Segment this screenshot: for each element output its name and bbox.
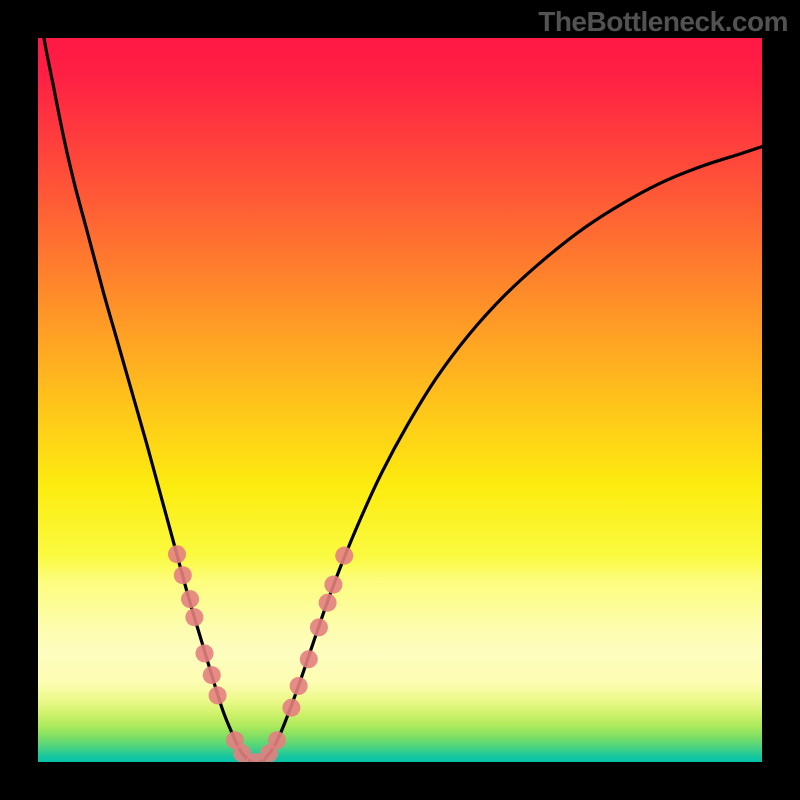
watermark-text: TheBottleneck.com [538,6,788,38]
chart-svg [38,38,762,762]
chart-frame: TheBottleneck.com [0,0,800,800]
marker-point [310,618,328,636]
marker-point [168,545,186,563]
marker-point [181,590,199,608]
marker-point [268,731,286,749]
marker-point [203,666,221,684]
marker-point [324,576,342,594]
plot-area [38,38,762,762]
marker-point [319,594,337,612]
marker-point [300,650,318,668]
gradient-background [38,38,762,762]
marker-point [196,644,214,662]
marker-point [174,566,192,584]
marker-point [335,547,353,565]
marker-point [282,699,300,717]
marker-point [209,686,227,704]
marker-point [185,608,203,626]
marker-point [290,677,308,695]
